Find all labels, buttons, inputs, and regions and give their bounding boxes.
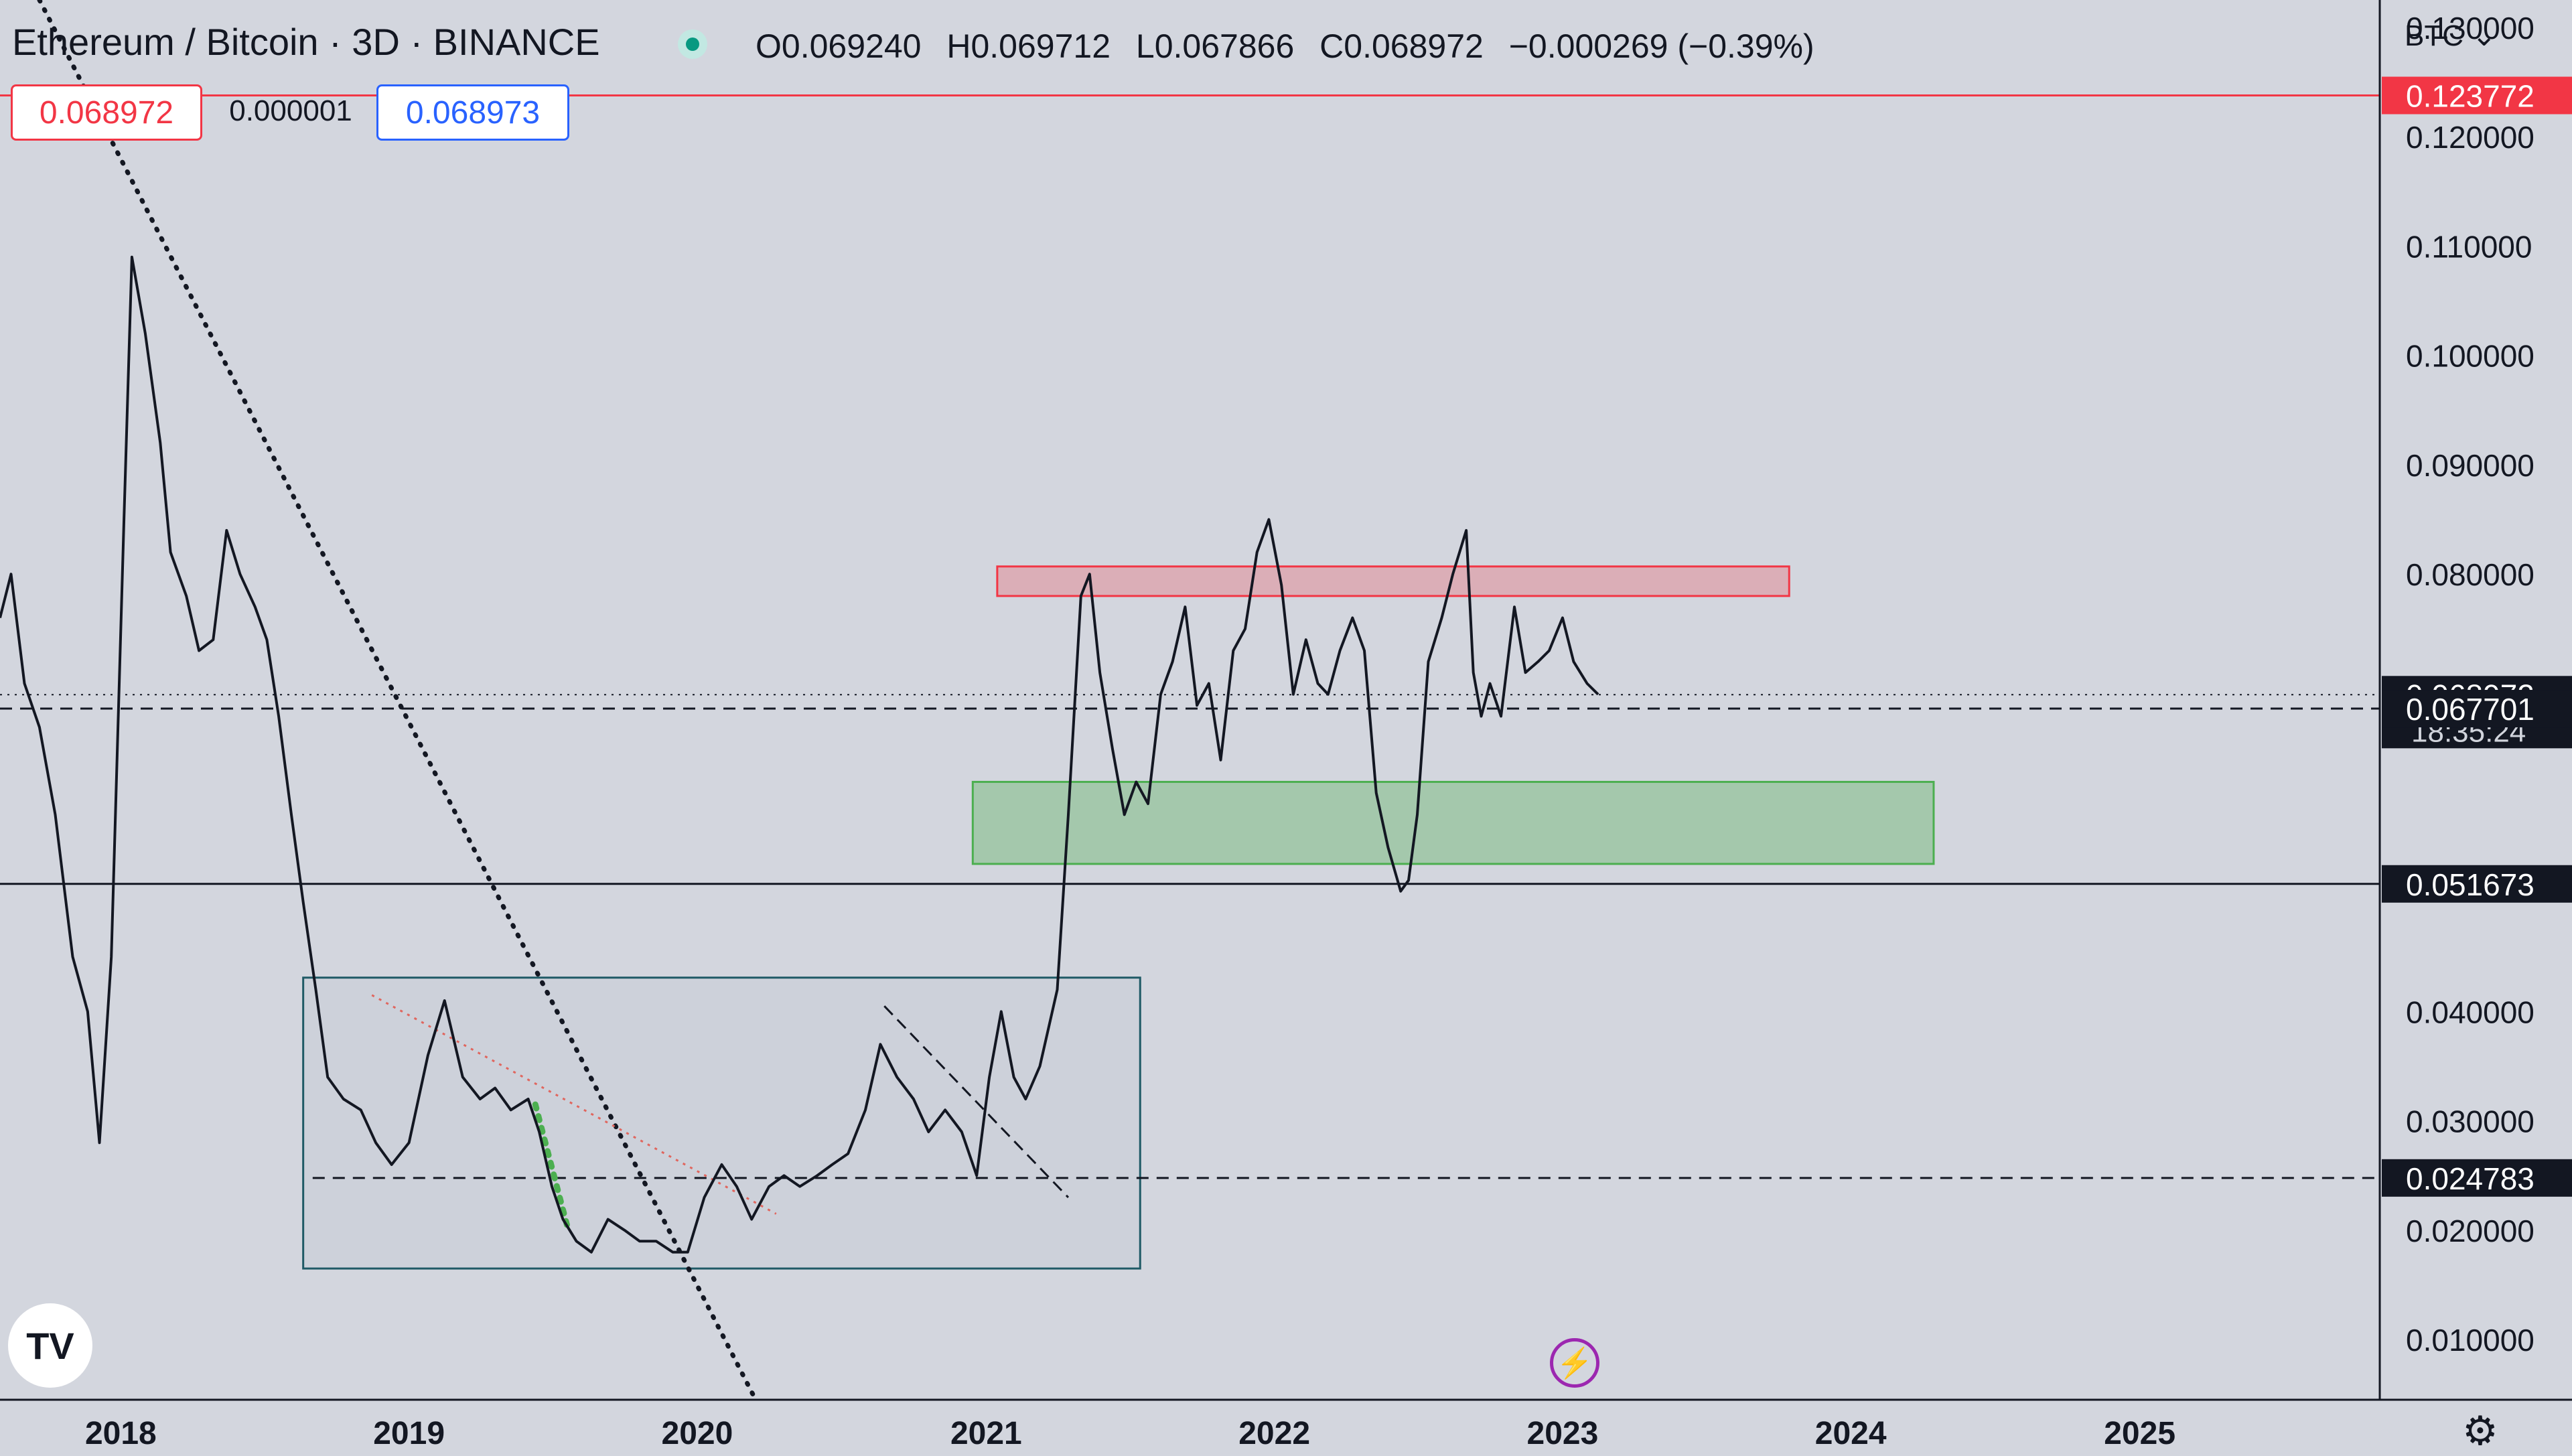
support-price-label: 0.051673	[2406, 867, 2534, 902]
x-tick-label: 2024	[1815, 1416, 1887, 1451]
change-value: −0.000269 (−0.39%)	[1508, 27, 1814, 65]
bottom-price-label: 0.024783	[2406, 1161, 2534, 1196]
y-tick-label: 0.100000	[2406, 339, 2534, 374]
y-tick-label: 0.110000	[2406, 229, 2532, 264]
tradingview-logo-icon[interactable]: TV	[8, 1303, 92, 1388]
x-tick-label: 2025	[2104, 1416, 2175, 1451]
y-tick-label: 0.090000	[2406, 448, 2534, 483]
lightning-icon[interactable]: ⚡	[1550, 1338, 1599, 1388]
symbol-title[interactable]: Ethereum / Bitcoin · 3D · BINANCE	[12, 21, 600, 63]
price-axis[interactable]: 0.130000 0.120000 0.110000 0.100000 0.090000…	[2382, 11, 2572, 1358]
spread-value: 0.000001	[229, 94, 352, 127]
market-open-icon	[678, 29, 707, 59]
sell-button[interactable]: 0.068972	[11, 84, 202, 141]
x-tick-label: 2023	[1527, 1416, 1599, 1451]
y-tick-label: 0.040000	[2406, 995, 2534, 1029]
low-value: L0.067866	[1135, 27, 1295, 65]
level-price-label-box	[2382, 690, 2572, 728]
x-tick-label: 2019	[373, 1416, 445, 1451]
y-tick-label: 0.120000	[2406, 120, 2534, 155]
chevron-down-icon: ⌄	[2463, 19, 2497, 52]
high-price-label-box	[2382, 76, 2572, 115]
green-dotted-line[interactable]	[532, 1101, 570, 1228]
y-tick-label: 0.020000	[2406, 1214, 2534, 1248]
dashed-trend-line[interactable]	[883, 1005, 1070, 1198]
support-zone[interactable]	[971, 780, 1935, 865]
x-tick-label: 2018	[85, 1416, 157, 1451]
support-price-label-box	[2382, 865, 2572, 903]
bottom-price-label-box	[2382, 1159, 2572, 1197]
x-tick-label: 2021	[950, 1416, 1022, 1451]
gear-icon[interactable]: ⚙	[2462, 1408, 2498, 1453]
level-price-label: 0.067701	[2406, 692, 2534, 727]
buy-button[interactable]: 0.068973	[376, 84, 569, 141]
currency-label: BTC	[2405, 19, 2463, 52]
high-price-label: 0.123772	[2406, 79, 2534, 114]
time-axis[interactable]: 2018 2019 2020 2021 2022 2023 2024 2025	[85, 1416, 2175, 1451]
y-tick-label: 0.010000	[2406, 1323, 2534, 1358]
resistance-zone[interactable]	[996, 565, 1790, 597]
close-value: C0.068972	[1319, 27, 1484, 65]
y-tick-label: 0.130000	[2406, 11, 2534, 46]
x-tick-label: 2020	[662, 1416, 733, 1451]
y-tick-label: 0.080000	[2406, 557, 2534, 592]
dotted-downtrend-line[interactable]	[37, 0, 758, 1402]
y-tick-label: 0.030000	[2406, 1104, 2534, 1139]
currency-select[interactable]: BTC ⌄	[2405, 19, 2496, 53]
open-value: O0.069240	[756, 27, 922, 65]
ohlc-readout: O0.069240 H0.069712 L0.067866 C0.068972 …	[756, 27, 1831, 66]
high-value: H0.069712	[946, 27, 1111, 65]
x-tick-label: 2022	[1238, 1416, 1310, 1451]
accumulation-zone[interactable]	[302, 976, 1141, 1270]
price-series-line[interactable]	[0, 255, 1599, 1254]
